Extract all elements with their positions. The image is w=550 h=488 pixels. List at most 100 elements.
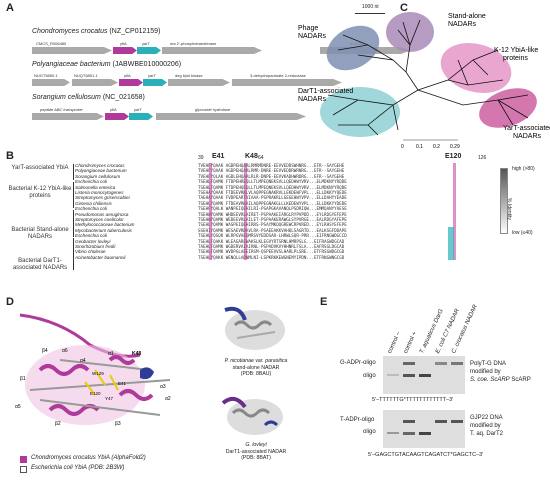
gene-label: yfiA [120,41,127,46]
svg-text:α4: α4 [80,358,86,364]
gene-label: deg lipid kinase [175,73,203,78]
species-name: Mycobacterium tuberculosis [75,227,132,233]
svg-text:β1: β1 [20,376,26,382]
gene-label: NUGT5850.1 [34,73,58,78]
species-name: Pseudomonas aeruginosa [75,211,129,217]
alignment-row: TSEHLYQAKK WENQLLADNMLNI-LSPKRKKEWGNEMYI… [198,254,345,260]
clade-label: DarT1-associated NADARs [298,88,353,103]
group-label: Bacterial DarT1-associated NADARs [12,258,68,271]
gene-label: yfiA [124,73,131,78]
svg-text:α3: α3 [160,384,166,390]
gene-label: glycoside hydrolase [195,107,231,112]
svg-text:Y47: Y47 [105,396,114,401]
locus-1-title: Chondromyces crocatus (NZ_CP012159) [32,28,161,35]
clade-k12 [440,43,512,93]
gene-arrow [32,47,112,54]
group-bracket [73,210,74,237]
gel-band-label: oligo [363,373,376,379]
clade-dart1 [320,87,400,137]
residue-e41: E41 [212,153,225,160]
group-bracket [73,238,74,270]
gene-label: CMCS_R006480 [36,41,67,46]
position-marker: 39 [198,155,204,161]
gel-lane-label: control + [403,330,419,355]
svg-text:W129: W129 [92,371,104,376]
e120-column-highlight [453,163,456,260]
panel-label-a: A [6,2,14,14]
k48-column-highlight [244,163,247,260]
yfia-gene-arrow [113,47,137,54]
phylogenetic-tree: Phage NADARs Stand-alone NADARs K-12 YbiA-… [298,12,550,150]
group-label: Bacterial K-12 YbiA-like proteins [8,186,72,199]
locus-2-title: Polyangiaceae bacterium (JABWBE010000206… [32,61,182,68]
species-name: Geobacter lovleyi [75,238,111,244]
legend-text: Chondromyces crocatus YbiA (AlphaFold2) [31,455,146,461]
panel-label-d: D [6,296,14,308]
gene-arrow [32,79,70,86]
gene-label: 3-dehydropantoate 2-reductase [250,73,306,78]
species-name: Polyangiaceae bacterium [75,168,127,174]
protein-structure-8bau [224,306,285,350]
species-name: Sorangium cellulosum [75,173,121,179]
gene-label: yarT [142,41,150,46]
species-name: Escherichia coli [75,179,107,185]
gene-label: peptide ABC transporter [40,107,83,112]
species-name: Acinetobacter baumannii [75,254,126,260]
legend-low: low (≤40) [512,230,533,236]
protein-structure-ybia: α4 β4 α6 α5 β1 α1 β2 β3 α2 α3 K48 W129 E… [15,313,171,427]
gel-1-description: PolyT-G DNA modified by S. coe. ScARP ScA… [470,361,531,383]
species-name: Escherichia coli [75,233,107,239]
protein-structure-8bat [221,396,283,435]
gel-band-label: G-ADPr-oligo [340,360,376,366]
svg-text:0.1: 0.1 [416,144,423,150]
clade-label: Stand-alone NADARs [448,13,486,28]
svg-text:α6: α6 [62,348,68,354]
yart-gene-arrow [129,113,153,120]
svg-text:0.2: 0.2 [433,144,440,150]
species-name: Methylococcaceae bacterium [75,222,135,228]
species-name: Sinorhizobium fredii [75,244,116,249]
svg-text:α1: α1 [108,351,114,357]
e120-dart-highlight [448,227,454,260]
gene-label: yfiA [110,107,117,112]
gene-arrow [72,79,118,86]
gel-band-label: oligo [363,429,376,435]
yfia-gene-arrow [105,113,129,120]
residue-e120: E120 [445,153,462,160]
scale-bar-label: 1000 nt [362,4,379,10]
identity-color-scale [500,168,508,234]
group-bracket [73,182,74,208]
yfia-gene-arrow [119,79,143,86]
svg-text:0.29: 0.29 [450,144,460,150]
panel-label-c: C [400,2,408,14]
species-name: Gimesia chiliensis [75,200,112,206]
panel-label-b: B [6,150,14,162]
position-marker: 126 [478,155,487,161]
svg-text:β3: β3 [115,421,121,427]
gene-label: yarT [134,107,142,112]
clade-label: K-12 YbiA-like proteins [494,47,538,62]
gene-arrow [232,79,342,86]
species-name: Vibrio cholerae [75,249,106,255]
clade-label: YarT-associated NADARs [503,125,550,140]
gene-arrow [156,113,306,120]
clade-standalone [386,12,434,52]
svg-text:E120: E120 [90,391,101,396]
gel-2-sequence: 5'–GAGCTGTACAAGTCAGATCT*GAGCTC–3' [368,452,484,458]
species-name: Listeria monocytogenes [75,190,124,195]
gene-arrow [162,47,262,54]
svg-text:α2: α2 [165,396,171,402]
gel-2 [383,410,465,448]
svg-text:β4: β4 [42,348,48,354]
svg-text:0: 0 [401,144,404,150]
yart-gene-arrow [137,47,161,54]
legend-swatch-white [20,466,27,473]
gel-band-label: T-ADPr-oligo [340,417,375,423]
legend-text: Escherichia coli YbiA (PDB: 2B3W) [31,465,125,471]
gene-arrow [32,113,104,120]
species-name: Salmonella enterica [75,184,116,190]
group-label: Bacterial Stand-alone NADARs [11,227,69,240]
group-label: YarT-associated YbiA [11,165,69,171]
residue-k48: K48 [245,153,258,160]
locus-3-title: Sorangium cellulosum (NC_021658) [32,94,145,101]
